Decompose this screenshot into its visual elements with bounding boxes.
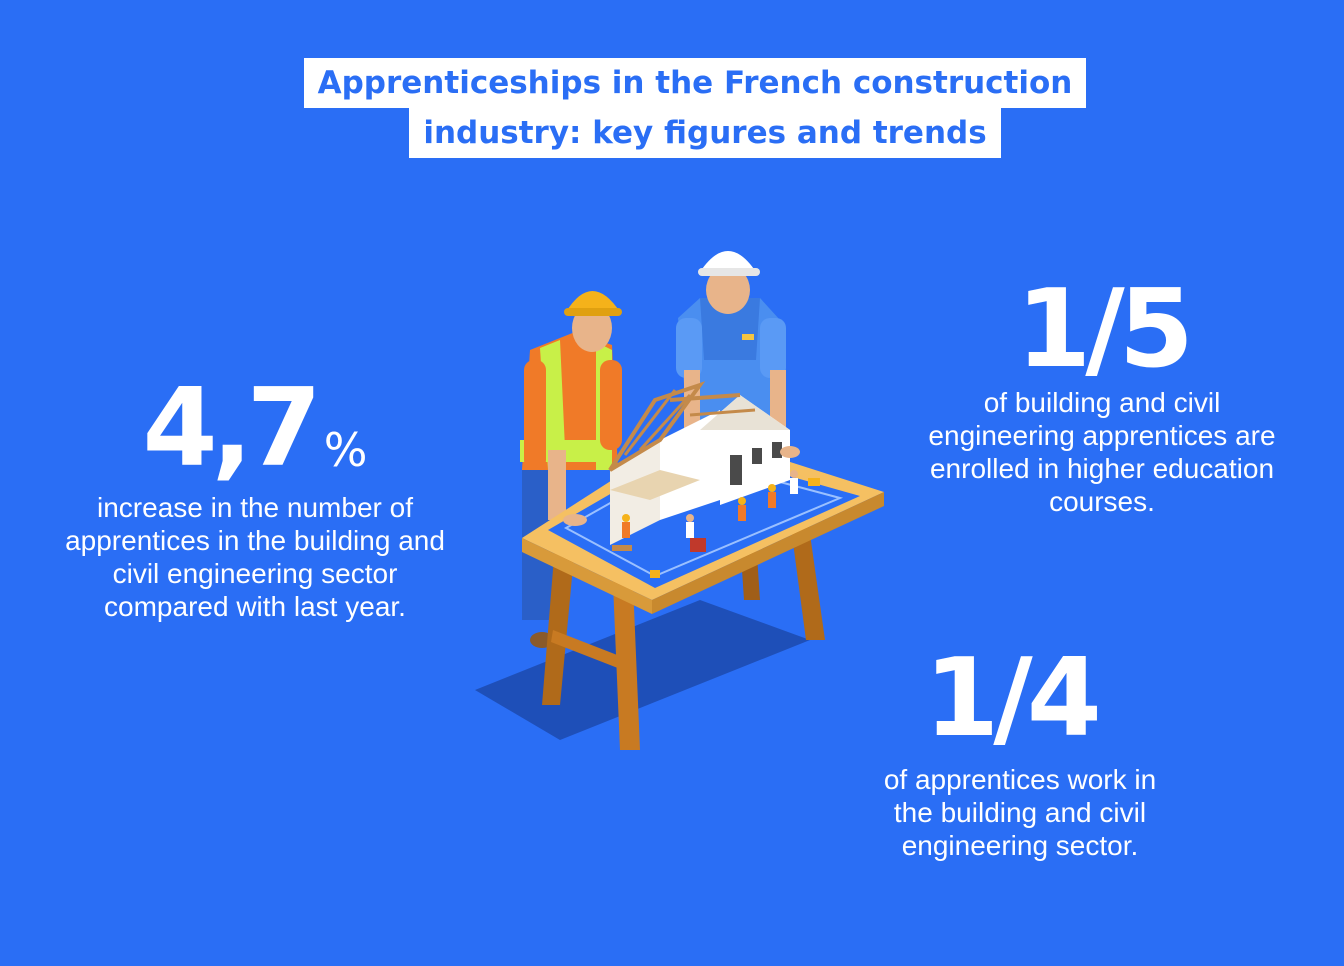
stat-description-line: courses. bbox=[1049, 486, 1155, 517]
stat-description-line: of apprentices work in bbox=[883, 764, 1157, 795]
stat-description-line: apprentices in the building and bbox=[65, 525, 445, 556]
stat-description: of apprentices work in the building and … bbox=[855, 763, 1185, 862]
table-leg bbox=[542, 545, 575, 705]
table-leg bbox=[790, 520, 825, 640]
stat-value: 1/5 bbox=[1016, 267, 1194, 392]
stat-description-line: civil engineering sector bbox=[112, 558, 398, 589]
stat-sector-share: 1/4 of apprentices work in the building … bbox=[855, 645, 1185, 862]
stat-value: 4,7 bbox=[142, 366, 321, 491]
shadow bbox=[475, 600, 810, 740]
stat-apprentice-increase: 4,7 % increase in the number of apprenti… bbox=[30, 365, 480, 623]
stat-value-row: 4,7 % bbox=[30, 365, 480, 483]
stat-description-line: of building and civil bbox=[983, 387, 1221, 418]
stat-value: 1/4 bbox=[924, 636, 1102, 761]
table-leg bbox=[612, 560, 640, 750]
worker-2-head bbox=[706, 266, 750, 314]
white-helmet-icon bbox=[700, 251, 756, 272]
stat-description-line: engineering sector. bbox=[901, 830, 1139, 861]
tiny-workers bbox=[612, 470, 820, 578]
stat-description-line: enrolled in higher education bbox=[929, 453, 1275, 484]
stat-higher-education: 1/5 of building and civil engineering ap… bbox=[900, 276, 1304, 518]
stat-description-line: the building and civil bbox=[893, 797, 1147, 828]
stat-description-line: compared with last year. bbox=[104, 591, 406, 622]
stat-unit: % bbox=[323, 423, 368, 477]
page-title: Apprenticeships in the French constructi… bbox=[0, 58, 1344, 158]
title-line-2: industry: key figures and trends bbox=[409, 108, 1001, 158]
workers-table-house-illustration bbox=[475, 251, 884, 750]
stat-description: increase in the number of apprentices in… bbox=[30, 491, 480, 623]
yellow-helmet-icon bbox=[566, 291, 620, 312]
stat-description: of building and civil engineering appren… bbox=[900, 386, 1304, 518]
stat-description-line: increase in the number of bbox=[97, 492, 413, 523]
title-line-1: Apprenticeships in the French constructi… bbox=[303, 58, 1087, 108]
stat-description-line: engineering apprentices are bbox=[928, 420, 1276, 451]
